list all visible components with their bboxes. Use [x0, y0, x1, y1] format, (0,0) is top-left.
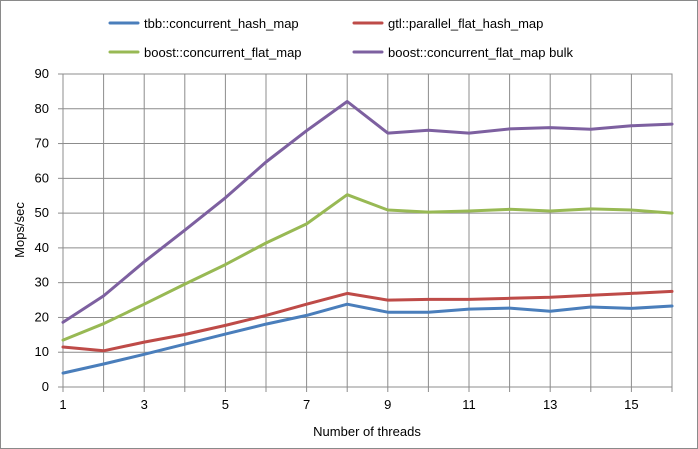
series-line-4: [61, 100, 674, 324]
x-tick-label: 3: [141, 397, 148, 412]
series-line-2: [61, 289, 674, 353]
y-tick-label: 10: [35, 344, 49, 359]
x-tick-label: 9: [384, 397, 391, 412]
x-tick-label: 1: [59, 397, 66, 412]
y-tick-label: 30: [35, 275, 49, 290]
series-line-1: [61, 302, 674, 375]
legend-label-1: tbb::concurrent_hash_map: [144, 16, 299, 31]
x-tick-label: 11: [462, 397, 476, 412]
legend: tbb::concurrent_hash_map gtl::parallel_fl…: [108, 16, 573, 60]
series-line-3: [61, 193, 674, 342]
y-tick-label: 0: [42, 379, 49, 394]
y-tick-label: 50: [35, 205, 49, 220]
x-tick-label: 15: [624, 397, 638, 412]
x-tick-label: 5: [222, 397, 229, 412]
legend-label-3: boost::concurrent_flat_map: [144, 45, 302, 60]
plot-border-rect: [62, 73, 673, 388]
series-lines: [61, 100, 674, 375]
x-axis-title: Number of threads: [313, 424, 421, 439]
y-tick-label: 40: [35, 240, 49, 255]
legend-label-4: boost::concurrent_flat_map bulk: [388, 45, 573, 60]
y-tick-label: 90: [35, 66, 49, 81]
y-tick-label: 60: [35, 170, 49, 185]
y-axis-title: Mops/sec: [12, 202, 27, 258]
y-tick-label: 20: [35, 309, 49, 324]
legend-label-2: gtl::parallel_flat_hash_map: [388, 16, 543, 31]
y-tick-label: 70: [35, 136, 49, 151]
y-tick-labels: 0 10 20 30 40 50 60 70 80 90: [35, 66, 49, 394]
x-tick-labels: 1 3 5 7 9 11 13 15: [59, 397, 638, 412]
plot-area-border: [58, 73, 673, 392]
x-tick-label: 13: [543, 397, 557, 412]
y-tick-label: 80: [35, 101, 49, 116]
x-tick-label: 7: [303, 397, 310, 412]
